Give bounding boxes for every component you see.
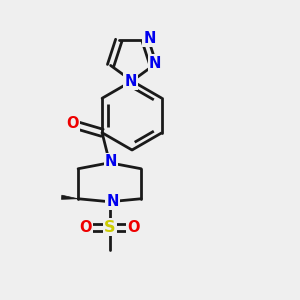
Text: S: S [104, 220, 116, 235]
Text: O: O [66, 116, 78, 131]
Polygon shape [61, 195, 78, 199]
Text: N: N [124, 74, 137, 88]
Text: N: N [149, 56, 161, 70]
Text: N: N [106, 194, 119, 209]
Text: N: N [105, 154, 117, 169]
Text: O: O [80, 220, 92, 235]
Text: N: N [143, 31, 156, 46]
Text: O: O [128, 220, 140, 235]
